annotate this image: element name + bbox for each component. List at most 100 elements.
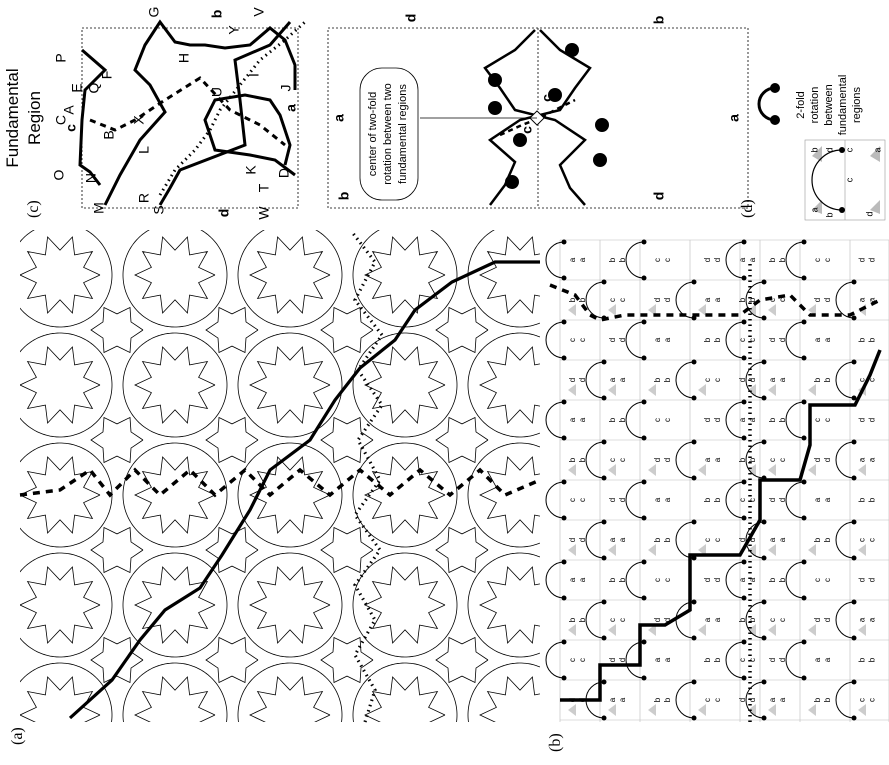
cell-letter: d	[823, 298, 832, 302]
cell-letter: c	[748, 498, 757, 502]
cell-letter: b	[663, 537, 672, 542]
star-ring	[20, 662, 113, 722]
hex-motif	[90, 636, 144, 684]
star-motif	[134, 236, 216, 314]
cell-letter: b	[748, 457, 757, 462]
dashed-boundary-line-b	[549, 283, 881, 322]
badge-circle	[595, 118, 609, 132]
cell-letter: d	[713, 258, 722, 262]
vertex-label-b: b	[209, 10, 225, 19]
cell-letter: a	[578, 577, 587, 582]
rotation-callout-box	[359, 67, 419, 201]
cell-letter: c	[868, 378, 877, 382]
cell-letter: b	[618, 257, 627, 262]
hex-motif	[435, 526, 489, 574]
panel-d-legend: (d) 2-fold rotation between fundamental …	[739, 75, 886, 221]
region-label-b2: b	[651, 16, 667, 25]
cell-letter: d	[618, 498, 627, 502]
cell-letter: d	[868, 578, 877, 582]
vertex-label-Y: Y	[226, 25, 242, 35]
cell-letter: c	[813, 418, 822, 422]
cell-letter: b	[868, 337, 877, 342]
region-label-d2: d	[651, 192, 667, 201]
cell-letter: d	[663, 458, 672, 462]
vertex-label-O: O	[51, 169, 67, 180]
vertex-label-a: a	[283, 104, 299, 112]
hex-motif	[205, 526, 259, 574]
cell-letter: d	[823, 458, 832, 462]
cell-letter: d	[768, 338, 777, 342]
cell-letter: b	[568, 617, 577, 622]
legend-line1: 2-fold	[795, 91, 807, 119]
cell-letter: b	[653, 377, 662, 382]
cell-letter: a	[868, 617, 877, 622]
cell-letter: a	[703, 617, 712, 622]
vertex-label-K: K	[243, 165, 259, 175]
cell-letter: c	[868, 698, 877, 702]
cell-letter: d	[738, 538, 747, 542]
star-ring	[237, 552, 343, 658]
star-motif	[249, 346, 331, 424]
cell-letter: b	[703, 657, 712, 662]
hex-motif	[205, 306, 259, 354]
hex-motif	[320, 636, 374, 684]
cell-letter: b	[568, 297, 577, 302]
legend-line4: fundamental	[837, 75, 849, 136]
cell-letter: d	[738, 698, 747, 702]
cell-letter: a	[608, 377, 617, 382]
cell-letter: b	[778, 257, 787, 262]
cell-letter: a	[713, 457, 722, 462]
panel-b-tiling: a ab bc cd da ab bc cd da ab bc cd db bc cd da ab bc cd da a…	[545, 239, 889, 722]
cell-letter: b	[748, 297, 757, 302]
star-ring	[237, 230, 343, 328]
panel-a-label: (a)	[9, 727, 26, 745]
cell-letter: d	[858, 418, 867, 422]
cell-letter: c	[823, 418, 832, 422]
cell-letter: b	[578, 297, 587, 302]
cell-letter: a	[858, 617, 867, 622]
cell-letter: b	[578, 457, 587, 462]
vertex-label-B: B	[101, 130, 117, 139]
star-motif	[134, 676, 216, 722]
region-label-b: b	[336, 192, 352, 201]
badge-number: 1	[595, 157, 605, 162]
cell-letter: d	[578, 538, 587, 542]
star-motif	[479, 676, 540, 722]
cell-letter: c	[578, 338, 587, 342]
vertex-label-V: V	[251, 7, 267, 17]
cell-letter: c	[653, 258, 662, 262]
cell-letter: b	[653, 697, 662, 702]
cell-letter: d	[748, 538, 757, 542]
star-ring	[20, 230, 113, 328]
cell-letter: c	[663, 418, 672, 422]
badge-circle	[548, 88, 562, 102]
cell-letter: d	[568, 538, 577, 542]
vertex-label-E: E	[69, 83, 85, 92]
legend-cell-c: c	[844, 147, 854, 152]
vertex-label-M: M	[91, 202, 107, 214]
hex-motif	[205, 416, 259, 464]
cell-letter: c	[608, 618, 617, 622]
cell-letter: b	[768, 417, 777, 422]
cell-letter: c	[738, 498, 747, 502]
star-ring	[467, 442, 540, 548]
cell-letter: b	[813, 377, 822, 382]
callout-line1: center of two-fold	[367, 92, 379, 176]
cell-letter: c	[703, 698, 712, 702]
badge-circle	[505, 175, 519, 189]
cell-letter: b	[703, 497, 712, 502]
cell-letter: a	[823, 497, 832, 502]
cell-letter: d	[823, 618, 832, 622]
star-motif	[134, 566, 216, 644]
star-ring	[352, 662, 458, 722]
cell-letter: c	[568, 658, 577, 662]
cell-letter: c	[813, 258, 822, 262]
panel-d-label: (d)	[739, 199, 756, 218]
cell-letter: d	[858, 258, 867, 262]
cell-letter: a	[778, 537, 787, 542]
star-ring	[20, 332, 113, 438]
hex-motif	[205, 636, 259, 684]
cell-letter: d	[578, 378, 587, 382]
cell-letter: b	[653, 537, 662, 542]
star-motif	[249, 236, 331, 314]
